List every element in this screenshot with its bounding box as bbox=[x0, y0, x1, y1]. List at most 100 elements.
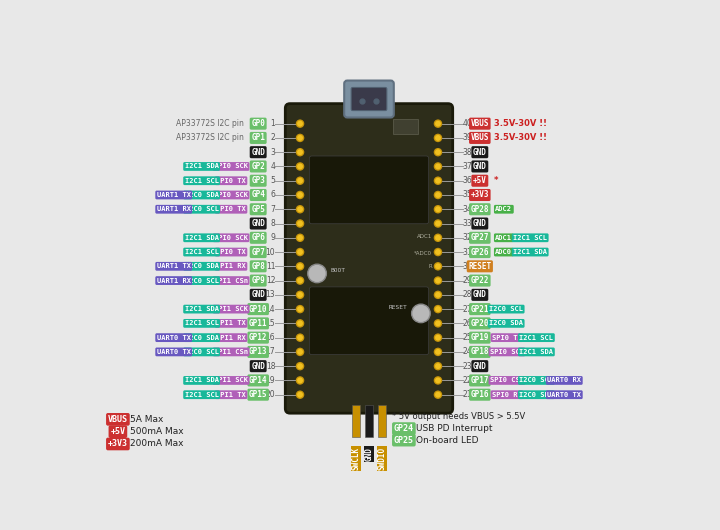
Text: 22: 22 bbox=[463, 376, 472, 385]
Text: BOOT: BOOT bbox=[330, 268, 346, 273]
Text: GP20: GP20 bbox=[471, 319, 489, 328]
Circle shape bbox=[297, 292, 303, 298]
Text: I2C1 SDA: I2C1 SDA bbox=[184, 163, 219, 170]
Circle shape bbox=[433, 205, 442, 214]
Circle shape bbox=[433, 162, 442, 171]
Text: 17: 17 bbox=[266, 347, 275, 356]
Text: I2C0 SDA: I2C0 SDA bbox=[184, 192, 219, 198]
Text: AP33772S I2C pin: AP33772S I2C pin bbox=[176, 134, 244, 143]
Text: GP17: GP17 bbox=[471, 376, 489, 385]
Text: I2C0 SDA: I2C0 SDA bbox=[519, 392, 554, 398]
Circle shape bbox=[296, 319, 305, 328]
Text: UART0 TX: UART0 TX bbox=[157, 349, 191, 355]
Circle shape bbox=[435, 149, 441, 155]
Text: R: R bbox=[428, 264, 432, 269]
Circle shape bbox=[297, 263, 303, 269]
Text: SPI1 RX: SPI1 RX bbox=[216, 334, 246, 341]
Circle shape bbox=[296, 162, 305, 171]
Circle shape bbox=[433, 262, 442, 270]
Text: GP9: GP9 bbox=[251, 276, 265, 285]
Circle shape bbox=[296, 205, 305, 214]
Text: 3.5V-30V !!: 3.5V-30V !! bbox=[494, 119, 546, 128]
Text: ADC2: ADC2 bbox=[495, 206, 513, 212]
Circle shape bbox=[297, 192, 303, 198]
Text: I2C0 SCL: I2C0 SCL bbox=[519, 377, 554, 383]
Text: SPI1 CSn: SPI1 CSn bbox=[214, 349, 248, 355]
Circle shape bbox=[433, 276, 442, 285]
Circle shape bbox=[297, 235, 303, 241]
Circle shape bbox=[433, 348, 442, 356]
Text: GP2: GP2 bbox=[251, 162, 265, 171]
Circle shape bbox=[296, 305, 305, 313]
Text: GND: GND bbox=[251, 219, 265, 228]
Circle shape bbox=[297, 363, 303, 369]
Text: 27: 27 bbox=[463, 305, 472, 314]
Circle shape bbox=[435, 292, 441, 298]
Text: +3V3: +3V3 bbox=[108, 439, 128, 448]
Text: 23: 23 bbox=[463, 361, 472, 370]
Circle shape bbox=[296, 290, 305, 299]
Circle shape bbox=[435, 235, 441, 241]
FancyBboxPatch shape bbox=[285, 104, 453, 413]
Text: 2: 2 bbox=[271, 134, 275, 143]
Circle shape bbox=[433, 234, 442, 242]
Text: 20: 20 bbox=[266, 390, 275, 399]
Circle shape bbox=[296, 191, 305, 199]
Text: I2C1 SCL: I2C1 SCL bbox=[519, 334, 554, 341]
Circle shape bbox=[296, 134, 305, 142]
Circle shape bbox=[435, 121, 441, 127]
Circle shape bbox=[435, 377, 441, 383]
Text: UART0 TX: UART0 TX bbox=[547, 392, 581, 398]
Text: I2C1 SCL: I2C1 SCL bbox=[513, 235, 547, 241]
Text: GP7: GP7 bbox=[251, 248, 265, 257]
Text: SWCLK: SWCLK bbox=[351, 447, 360, 470]
Circle shape bbox=[297, 321, 303, 326]
Text: SPI0 SCK: SPI0 SCK bbox=[214, 235, 248, 241]
Text: 5A Max: 5A Max bbox=[130, 415, 163, 424]
Text: UART1 TX: UART1 TX bbox=[157, 192, 191, 198]
Text: RESET: RESET bbox=[389, 305, 408, 310]
Text: GND: GND bbox=[473, 148, 487, 157]
Text: 14: 14 bbox=[266, 305, 275, 314]
Circle shape bbox=[296, 176, 305, 185]
Text: 36: 36 bbox=[463, 176, 472, 185]
Text: I2C1 SCL: I2C1 SCL bbox=[184, 249, 219, 255]
Circle shape bbox=[297, 149, 303, 155]
Circle shape bbox=[297, 121, 303, 127]
Bar bbox=[365, 405, 373, 437]
Text: SPI1 TX: SPI1 TX bbox=[216, 320, 246, 326]
Circle shape bbox=[433, 333, 442, 342]
Text: GP18: GP18 bbox=[471, 347, 489, 356]
Text: SPI1 SCK: SPI1 SCK bbox=[214, 306, 248, 312]
Text: 18: 18 bbox=[266, 361, 275, 370]
Circle shape bbox=[435, 220, 441, 226]
Text: SPI0 RX: SPI0 RX bbox=[492, 392, 522, 398]
Text: SPI0 CSn: SPI0 CSn bbox=[490, 377, 524, 383]
Circle shape bbox=[296, 333, 305, 342]
Text: GP0: GP0 bbox=[251, 119, 265, 128]
Circle shape bbox=[297, 335, 303, 341]
Text: GP12: GP12 bbox=[249, 333, 267, 342]
Text: GND: GND bbox=[251, 290, 265, 299]
Circle shape bbox=[435, 278, 441, 284]
Circle shape bbox=[297, 178, 303, 184]
Text: 28: 28 bbox=[463, 290, 472, 299]
Text: I2C0 SDA: I2C0 SDA bbox=[184, 263, 219, 269]
Text: 5: 5 bbox=[270, 176, 275, 185]
Text: GND: GND bbox=[251, 361, 265, 370]
Text: VBUS: VBUS bbox=[471, 134, 489, 143]
Circle shape bbox=[296, 234, 305, 242]
Bar bbox=[352, 405, 360, 437]
Text: GP6: GP6 bbox=[251, 233, 265, 242]
Text: I2C1 SCL: I2C1 SCL bbox=[184, 320, 219, 326]
Circle shape bbox=[435, 206, 441, 212]
Circle shape bbox=[297, 392, 303, 398]
Text: GP28: GP28 bbox=[471, 205, 489, 214]
FancyBboxPatch shape bbox=[344, 81, 394, 118]
Text: ADC1: ADC1 bbox=[495, 235, 513, 241]
Text: 19: 19 bbox=[266, 376, 275, 385]
Circle shape bbox=[297, 349, 303, 355]
Circle shape bbox=[297, 377, 303, 383]
Text: SPI1 CSn: SPI1 CSn bbox=[214, 278, 248, 284]
Text: GP1: GP1 bbox=[251, 134, 265, 143]
